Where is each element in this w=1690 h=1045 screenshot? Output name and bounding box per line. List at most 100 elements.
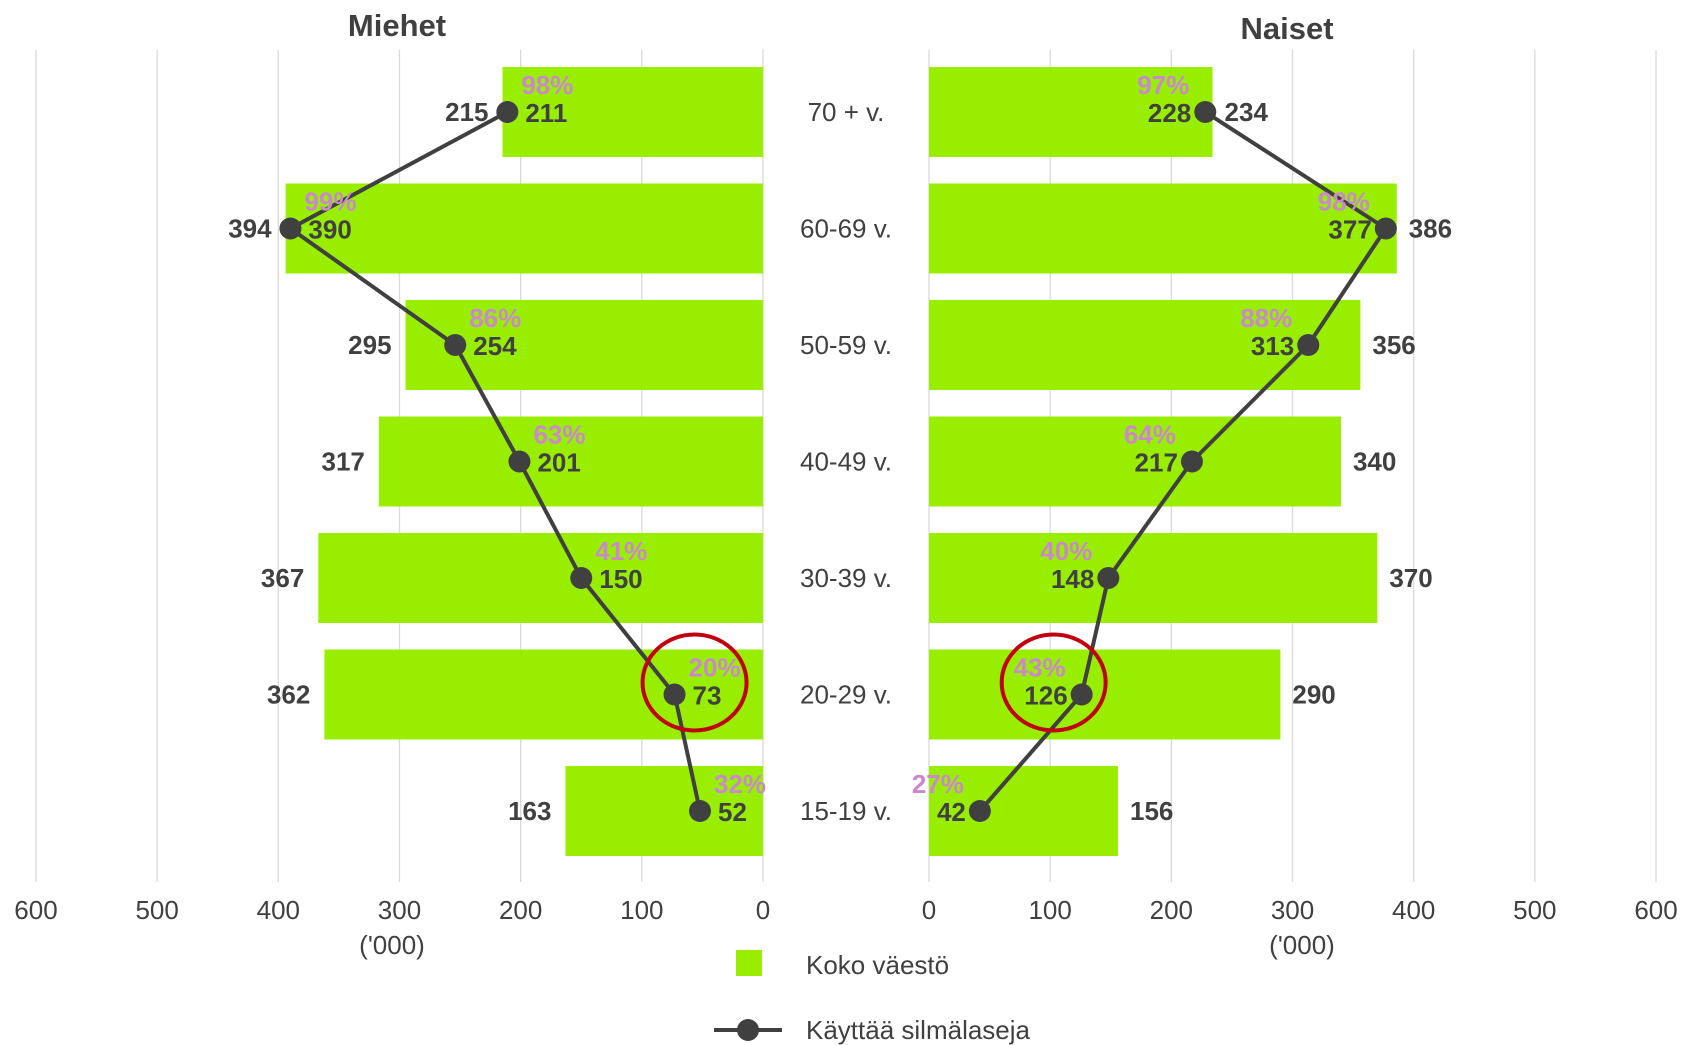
legend-swatch-koko-vaesto <box>736 950 762 976</box>
data-labels: 21539429531736736216321198%39099%25486%2… <box>228 70 1452 827</box>
glasses-marker-right-50-59-v <box>1297 334 1320 356</box>
percent-label-right-50-59-v: 88% <box>1240 303 1292 333</box>
tick-label-right-400: 400 <box>1392 895 1435 925</box>
glasses-marker-left-40-49-v <box>508 450 531 473</box>
category-label-20-29-v: 20-29 v. <box>800 680 892 710</box>
tick-label-right-600: 600 <box>1634 895 1677 925</box>
x-axis-unit-right: ('000) <box>1269 930 1335 960</box>
percent-label-left-70-v: 98% <box>521 70 573 100</box>
glasses-value-left-30-39-v: 150 <box>599 564 642 594</box>
glasses-marker-left-15-19-v <box>688 800 711 822</box>
tick-label-left-400: 400 <box>257 895 300 925</box>
percent-label-left-15-19-v: 32% <box>714 769 766 799</box>
axis-ticks: 0 100 200 300 400 500 600 0 100 200 300 400 500 600 <box>14 895 1677 925</box>
bar-value-right-40-49-v: 340 <box>1353 447 1396 477</box>
legend-label-koko-vaesto: Koko väestö <box>806 950 949 980</box>
bar-left-60-69-v <box>285 183 763 274</box>
category-label-60-69-v: 60-69 v. <box>800 214 892 244</box>
category-labels: 70 + v. 60-69 v. 50-59 v. 40-49 v. 30-39 v. 2… <box>800 97 892 826</box>
percent-label-right-15-19-v: 27% <box>912 769 964 799</box>
percent-label-right-70-v: 97% <box>1137 70 1189 100</box>
glasses-value-right-20-29-v: 126 <box>1024 681 1067 711</box>
tick-label-right-0: 0 <box>922 895 936 925</box>
glasses-value-right-70-v: 228 <box>1148 98 1191 128</box>
bar-value-left-60-69-v: 394 <box>228 214 272 244</box>
tick-label-left-200: 200 <box>499 895 542 925</box>
tick-label-left-0: 0 <box>756 895 770 925</box>
bar-right-50-59-v <box>929 300 1361 390</box>
bar-right-30-39-v <box>929 533 1378 623</box>
bar-value-left-70-v: 215 <box>445 97 488 127</box>
glasses-value-right-60-69-v: 377 <box>1328 215 1371 245</box>
percent-label-left-30-39-v: 41% <box>595 536 647 566</box>
glasses-marker-right-60-69-v <box>1374 217 1397 240</box>
percent-label-left-40-49-v: 63% <box>533 420 585 450</box>
percent-label-right-40-49-v: 64% <box>1124 420 1176 450</box>
glasses-marker-left-50-59-v <box>444 334 467 356</box>
bar-value-right-50-59-v: 356 <box>1372 330 1415 360</box>
glasses-marker-right-40-49-v <box>1180 450 1203 473</box>
legend-label-kayttaa-silmalaseja: Käyttää silmälaseja <box>806 1015 1031 1045</box>
bar-right-70-v <box>929 67 1213 157</box>
glasses-value-right-50-59-v: 313 <box>1251 331 1294 361</box>
bars <box>285 67 1397 856</box>
bar-value-left-30-39-v: 367 <box>261 563 304 593</box>
tick-label-right-500: 500 <box>1513 895 1556 925</box>
glasses-marker-right-70-v <box>1194 101 1217 123</box>
glasses-value-right-30-39-v: 148 <box>1051 564 1094 594</box>
glasses-value-left-20-29-v: 73 <box>693 681 722 711</box>
bar-right-60-69-v <box>929 183 1397 274</box>
bar-value-right-30-39-v: 370 <box>1389 563 1432 593</box>
bar-value-right-70-v: 234 <box>1225 97 1269 127</box>
bar-value-right-15-19-v: 156 <box>1130 796 1173 826</box>
glasses-value-left-15-19-v: 52 <box>718 797 747 827</box>
percent-label-right-60-69-v: 98% <box>1318 187 1370 217</box>
percent-label-left-60-69-v: 99% <box>304 187 356 217</box>
tick-label-left-500: 500 <box>135 895 178 925</box>
highlight-circle-left <box>640 632 749 733</box>
bar-value-left-50-59-v: 295 <box>348 330 391 360</box>
glasses-marker-right-20-29-v <box>1070 683 1093 706</box>
tick-label-right-100: 100 <box>1028 895 1071 925</box>
glasses-value-left-40-49-v: 201 <box>537 448 580 478</box>
glasses-value-right-15-19-v: 42 <box>937 797 966 827</box>
bar-left-15-19-v <box>565 766 763 856</box>
glasses-marker-left-70-v <box>496 101 519 123</box>
bar-left-20-29-v <box>324 649 763 740</box>
tick-label-right-300: 300 <box>1271 895 1314 925</box>
glasses-marker-left-60-69-v <box>279 217 302 240</box>
glasses-markers <box>279 101 1397 822</box>
tick-label-left-100: 100 <box>620 895 663 925</box>
bar-value-right-60-69-v: 386 <box>1409 214 1452 244</box>
category-label-15-19-v: 15-19 v. <box>800 796 892 826</box>
glasses-value-left-50-59-v: 254 <box>473 331 517 361</box>
tick-label-left-600: 600 <box>14 895 57 925</box>
legend-marker-kayttaa-silmalaseja <box>737 1019 759 1041</box>
bar-value-right-20-29-v: 290 <box>1292 680 1335 710</box>
tick-label-right-200: 200 <box>1150 895 1193 925</box>
percent-label-left-50-59-v: 86% <box>469 303 521 333</box>
tick-label-left-300: 300 <box>378 895 421 925</box>
category-label-40-49-v: 40-49 v. <box>800 447 892 477</box>
bar-value-left-40-49-v: 317 <box>322 447 365 477</box>
bar-right-15-19-v <box>929 766 1119 856</box>
glasses-marker-left-30-39-v <box>570 567 593 589</box>
bar-left-70-v <box>502 67 763 157</box>
bar-left-30-39-v <box>318 533 763 623</box>
glasses-value-left-60-69-v: 390 <box>308 215 351 245</box>
category-label-30-39-v: 30-39 v. <box>800 563 892 593</box>
bar-value-left-20-29-v: 362 <box>267 680 310 710</box>
glasses-value-left-70-v: 211 <box>525 98 567 128</box>
glasses-marker-left-20-29-v <box>663 683 686 706</box>
bar-value-left-15-19-v: 163 <box>508 796 551 826</box>
glasses-value-right-40-49-v: 217 <box>1135 448 1178 478</box>
bar-left-40-49-v <box>378 416 763 507</box>
panel-title-miehet: Miehet <box>348 8 446 43</box>
category-label-70-v: 70 + v. <box>808 97 885 127</box>
glasses-marker-right-15-19-v <box>968 800 991 822</box>
percent-label-right-30-39-v: 40% <box>1040 536 1092 566</box>
panel-title-naiset: Naiset <box>1240 11 1333 46</box>
category-label-50-59-v: 50-59 v. <box>800 330 892 360</box>
x-axis-unit-left: ('000) <box>359 930 425 960</box>
